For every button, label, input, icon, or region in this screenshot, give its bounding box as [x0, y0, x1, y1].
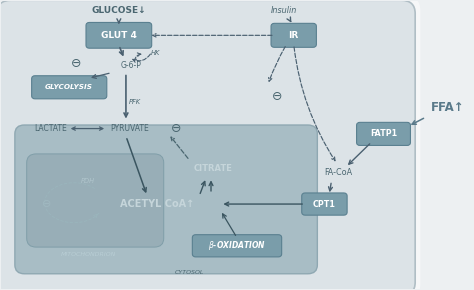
Text: CYTOSOL: CYTOSOL — [175, 270, 204, 275]
Text: $\beta$-OXIDATION: $\beta$-OXIDATION — [208, 239, 266, 252]
Text: ⊖: ⊖ — [272, 90, 283, 103]
FancyBboxPatch shape — [192, 235, 282, 257]
Text: PFK: PFK — [129, 99, 141, 105]
Text: G-6-P: G-6-P — [120, 61, 141, 70]
FancyBboxPatch shape — [0, 0, 420, 290]
FancyBboxPatch shape — [27, 154, 164, 247]
Text: IR: IR — [289, 31, 299, 40]
Text: FATP1: FATP1 — [370, 129, 397, 138]
Text: CITRATE: CITRATE — [194, 164, 233, 173]
Text: ⊖: ⊖ — [71, 57, 82, 70]
FancyBboxPatch shape — [356, 122, 410, 146]
FancyBboxPatch shape — [0, 0, 415, 290]
Text: Insulin: Insulin — [271, 6, 298, 15]
Text: ACETYL CoA↑: ACETYL CoA↑ — [119, 199, 194, 209]
Text: ⊖: ⊖ — [42, 199, 52, 209]
Text: FFA↑: FFA↑ — [430, 101, 464, 114]
FancyBboxPatch shape — [302, 193, 347, 215]
Text: CPT1: CPT1 — [313, 200, 336, 209]
Text: GLUT 4: GLUT 4 — [101, 31, 137, 40]
FancyBboxPatch shape — [86, 22, 152, 48]
FancyBboxPatch shape — [271, 23, 317, 47]
Text: HK: HK — [151, 50, 160, 56]
Text: GLYCOLYSIS: GLYCOLYSIS — [45, 84, 93, 90]
Text: PDH: PDH — [81, 177, 95, 184]
Text: MITOCHONDRION: MITOCHONDRION — [61, 252, 116, 257]
FancyBboxPatch shape — [15, 125, 318, 274]
Text: FA-CoA: FA-CoA — [325, 168, 353, 177]
Text: ⊖: ⊖ — [171, 122, 182, 135]
Text: GLUCOSE↓: GLUCOSE↓ — [91, 6, 146, 15]
FancyBboxPatch shape — [32, 76, 107, 99]
Text: LACTATE: LACTATE — [34, 124, 67, 133]
Text: PYRUVATE: PYRUVATE — [110, 124, 149, 133]
